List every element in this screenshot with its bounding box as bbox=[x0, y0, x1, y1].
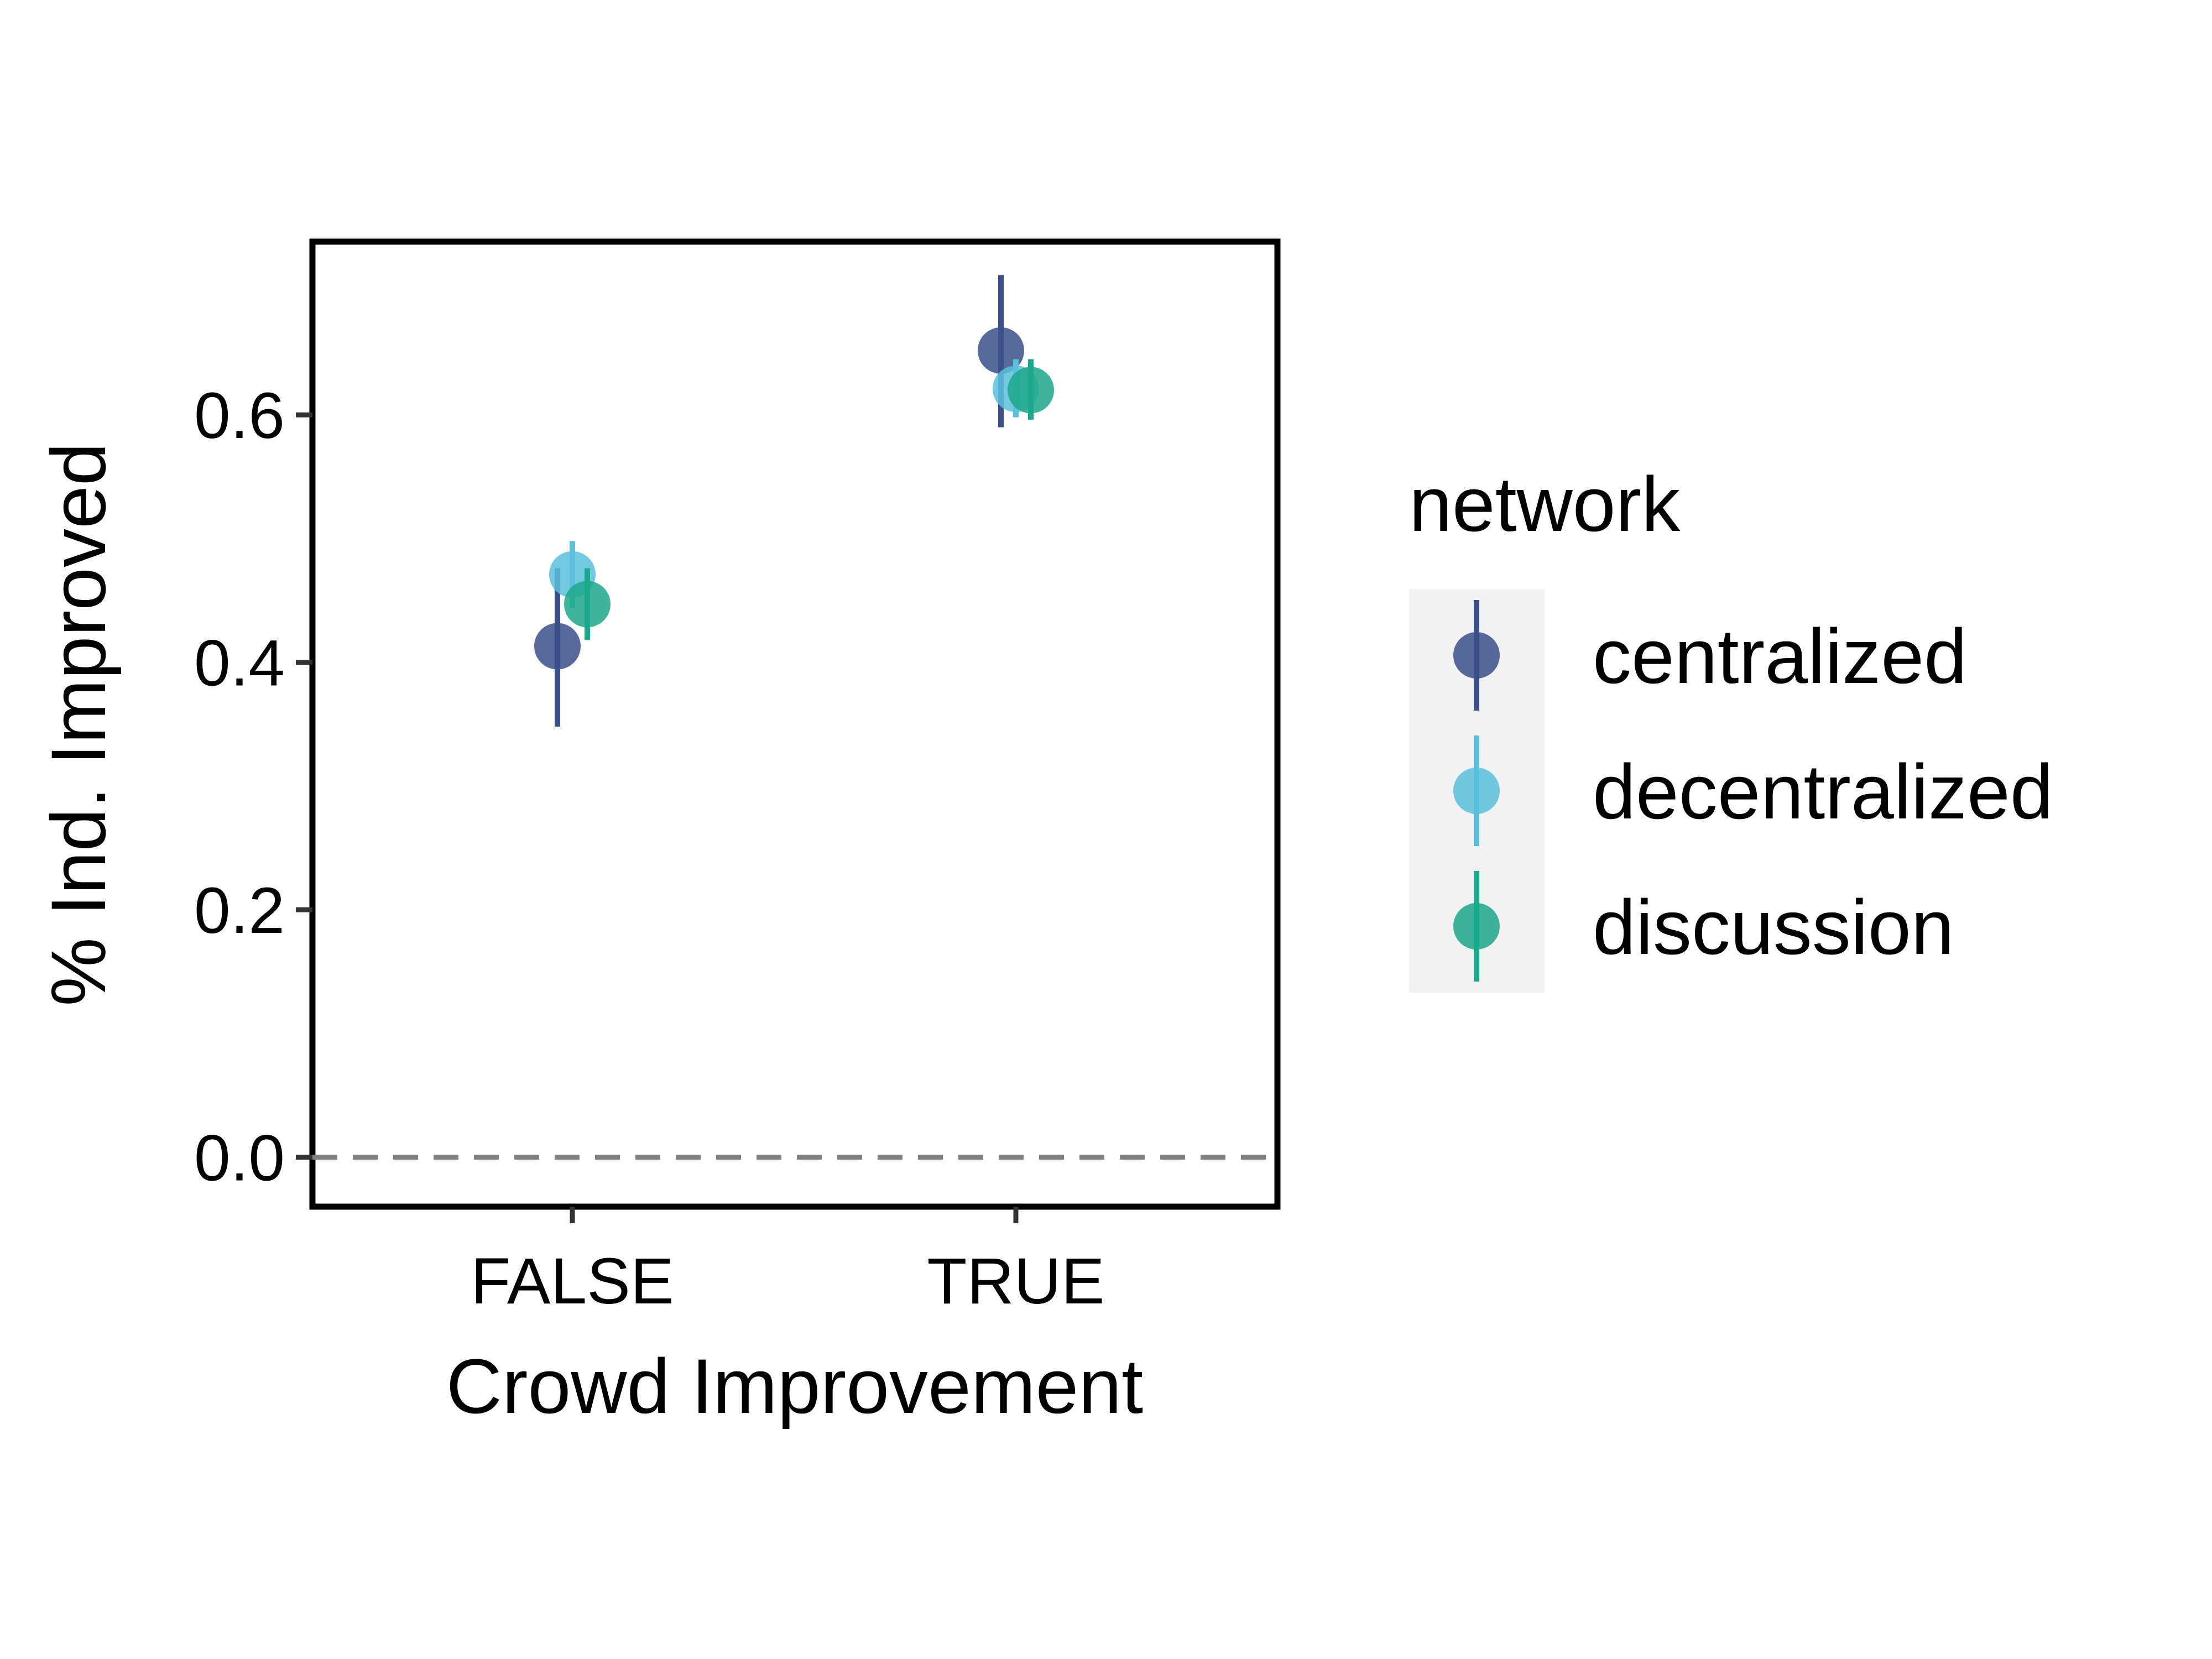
plot-panel bbox=[309, 238, 1281, 1210]
y-axis: 0.0 0.2 0.4 0.6 bbox=[194, 379, 312, 1195]
y-axis-title: % Ind. Improved bbox=[35, 442, 122, 1006]
legend-label: decentralized bbox=[1593, 748, 2053, 835]
series-layer bbox=[534, 275, 1054, 727]
data-point bbox=[564, 581, 611, 628]
x-tick-label: FALSE bbox=[471, 1245, 674, 1318]
legend-key-point bbox=[1453, 768, 1500, 814]
y-tick-label: 0.2 bbox=[194, 874, 285, 947]
legend-key-point bbox=[1453, 903, 1500, 950]
data-point bbox=[978, 327, 1024, 374]
data-point bbox=[534, 623, 581, 670]
legend-label: centralized bbox=[1593, 613, 1967, 700]
x-tick-label: TRUE bbox=[927, 1245, 1104, 1318]
legend-items: centralized decentralized discussion bbox=[1453, 600, 2053, 982]
legend-item-centralized: centralized bbox=[1453, 600, 1967, 711]
x-axis-title: Crowd Improvement bbox=[446, 1343, 1143, 1430]
y-tick-label: 0.0 bbox=[194, 1122, 285, 1195]
legend: network centralized decentralized discussi… bbox=[1409, 461, 2053, 993]
y-tick-label: 0.6 bbox=[194, 379, 285, 452]
legend-title: network bbox=[1409, 461, 1681, 547]
legend-key-point bbox=[1453, 632, 1500, 679]
data-point bbox=[1008, 367, 1054, 414]
legend-item-decentralized: decentralized bbox=[1453, 735, 2053, 846]
y-tick-label: 0.4 bbox=[194, 627, 285, 700]
series-discussion bbox=[564, 359, 1054, 640]
x-axis: FALSE TRUE bbox=[471, 1207, 1105, 1318]
legend-item-discussion: discussion bbox=[1453, 871, 1954, 982]
legend-label: discussion bbox=[1593, 884, 1954, 971]
